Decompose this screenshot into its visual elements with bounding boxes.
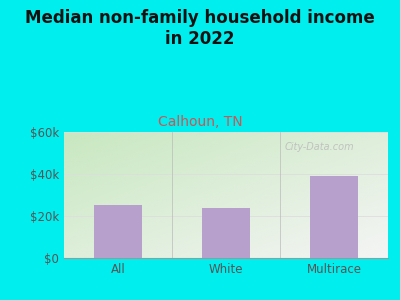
Text: Median non-family household income
in 2022: Median non-family household income in 20… [25, 9, 375, 48]
Text: Calhoun, TN: Calhoun, TN [158, 116, 242, 130]
Bar [94, 206, 142, 258]
Bar [202, 208, 250, 258]
Text: City-Data.com: City-Data.com [284, 142, 354, 152]
Bar [310, 176, 358, 258]
